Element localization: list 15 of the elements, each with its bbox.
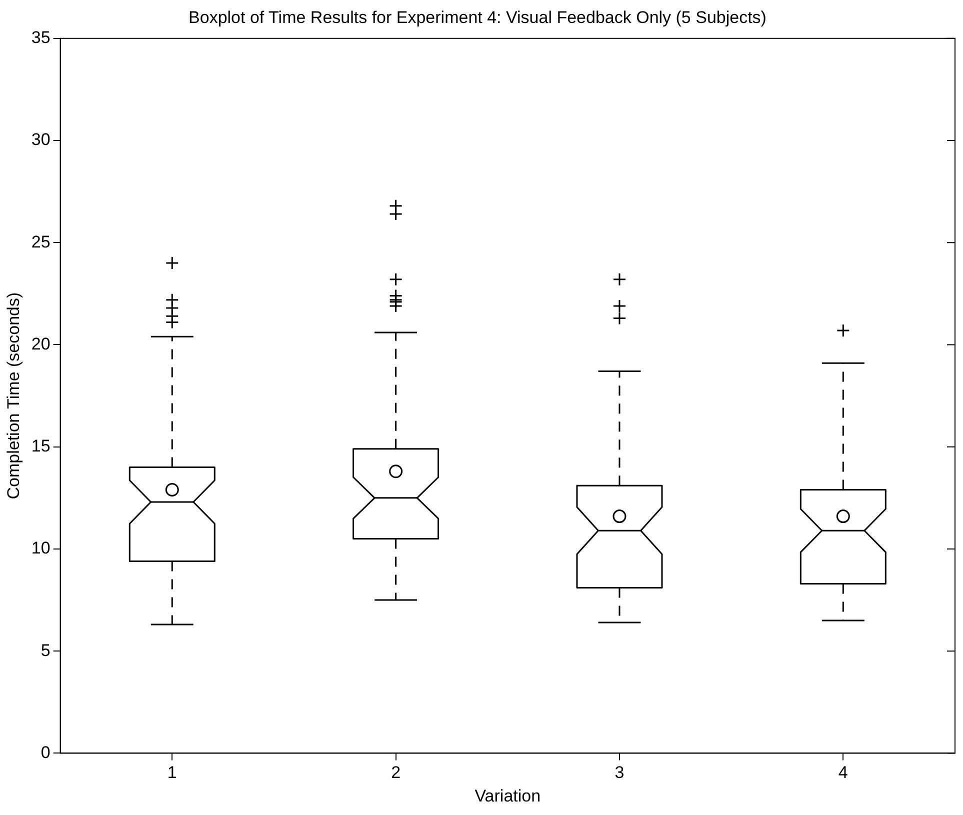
y-tick-label: 35: [31, 28, 50, 48]
y-tick-label: 20: [31, 334, 50, 354]
x-tick-label: 4: [838, 763, 848, 782]
x-tick-label: 1: [167, 763, 177, 782]
y-tick-label: 30: [31, 130, 50, 150]
y-tick-label: 10: [31, 538, 50, 558]
y-axis-title: Completion Time (seconds): [4, 292, 23, 500]
x-tick-label: 2: [391, 763, 401, 782]
x-tick-label: 3: [614, 763, 624, 782]
y-tick-label: 15: [31, 436, 50, 456]
chart-title: Boxplot of Time Results for Experiment 4: Visual Feedback Only (5 Subjects): [188, 8, 766, 27]
y-tick-label: 0: [40, 742, 50, 762]
y-tick-label: 25: [31, 232, 50, 252]
y-tick-label: 5: [40, 640, 50, 660]
x-axis-title: Variation: [474, 786, 541, 806]
